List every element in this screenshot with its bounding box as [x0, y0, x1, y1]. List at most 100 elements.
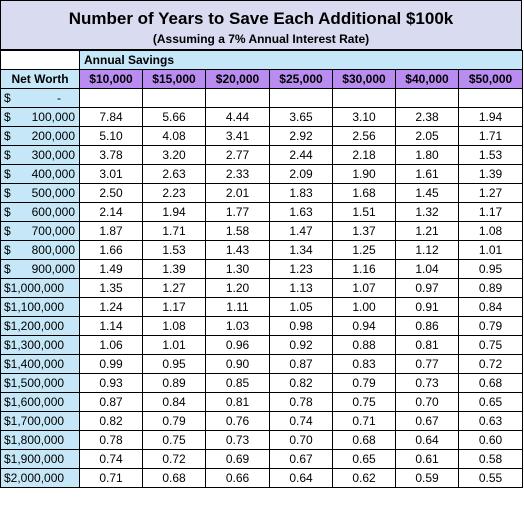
years-value-cell[interactable]: 3.41 [205, 126, 270, 146]
years-value-cell[interactable]: 2.01 [205, 183, 270, 203]
years-value-cell[interactable]: 1.00 [332, 297, 396, 317]
years-value-cell[interactable]: 5.66 [142, 107, 206, 127]
years-value-cell[interactable]: 1.17 [457, 202, 524, 222]
net-worth-cell[interactable]: $2,000,000 [0, 468, 80, 488]
years-value-cell[interactable]: 1.17 [142, 297, 206, 317]
years-value-cell[interactable]: 0.60 [457, 430, 524, 450]
years-value-cell[interactable]: 3.65 [269, 107, 333, 127]
years-value-cell[interactable]: 0.86 [395, 316, 459, 336]
years-value-cell[interactable]: 0.90 [205, 354, 270, 374]
years-value-cell[interactable]: 1.08 [457, 221, 524, 241]
savings-header-cell[interactable]: $20,000 [205, 69, 270, 89]
years-value-cell[interactable]: 1.68 [332, 183, 396, 203]
years-value-cell[interactable]: 0.83 [332, 354, 396, 374]
years-value-cell[interactable]: 0.79 [142, 411, 206, 431]
net-worth-cell[interactable]: $1,700,000 [0, 411, 80, 431]
years-value-cell[interactable]: 0.55 [457, 468, 524, 488]
years-value-cell[interactable]: 1.83 [269, 183, 333, 203]
years-value-cell[interactable]: 2.77 [205, 145, 270, 165]
net-worth-cell[interactable]: $1,200,000 [0, 316, 80, 336]
years-value-cell[interactable]: 2.56 [332, 126, 396, 146]
title-block[interactable]: Number of Years to Save Each Additional … [0, 0, 522, 50]
years-value-cell[interactable] [395, 88, 459, 108]
years-value-cell[interactable]: 2.23 [142, 183, 206, 203]
years-value-cell[interactable]: 0.98 [269, 316, 333, 336]
net-worth-cell[interactable]: $500,000 [0, 183, 80, 203]
years-value-cell[interactable]: 1.47 [269, 221, 333, 241]
net-worth-header[interactable]: Net Worth [0, 69, 80, 89]
years-value-cell[interactable]: 1.45 [395, 183, 459, 203]
net-worth-cell[interactable]: $300,000 [0, 145, 80, 165]
years-value-cell[interactable]: 1.71 [142, 221, 206, 241]
years-value-cell[interactable]: 1.37 [332, 221, 396, 241]
net-worth-cell[interactable]: $1,300,000 [0, 335, 80, 355]
years-value-cell[interactable]: 1.39 [457, 164, 524, 184]
net-worth-cell[interactable]: $1,600,000 [0, 392, 80, 412]
years-value-cell[interactable]: 0.96 [205, 335, 270, 355]
years-value-cell[interactable]: 1.66 [79, 240, 143, 260]
years-value-cell[interactable]: 0.62 [332, 468, 396, 488]
years-value-cell[interactable]: 0.81 [205, 392, 270, 412]
net-worth-cell[interactable]: $1,500,000 [0, 373, 80, 393]
years-value-cell[interactable]: 2.92 [269, 126, 333, 146]
net-worth-cell[interactable]: $600,000 [0, 202, 80, 222]
years-value-cell[interactable]: 1.03 [205, 316, 270, 336]
years-value-cell[interactable]: 1.11 [205, 297, 270, 317]
years-value-cell[interactable]: 0.75 [457, 335, 524, 355]
years-value-cell[interactable]: 2.63 [142, 164, 206, 184]
net-worth-cell[interactable]: $900,000 [0, 259, 80, 279]
years-value-cell[interactable]: 1.77 [205, 202, 270, 222]
net-worth-cell[interactable]: $1,800,000 [0, 430, 80, 450]
net-worth-cell[interactable]: $1,000,000 [0, 278, 80, 298]
years-value-cell[interactable]: 1.27 [142, 278, 206, 298]
net-worth-cell[interactable]: $700,000 [0, 221, 80, 241]
years-value-cell[interactable]: 1.43 [205, 240, 270, 260]
years-value-cell[interactable]: 0.85 [205, 373, 270, 393]
years-value-cell[interactable] [79, 88, 143, 108]
years-value-cell[interactable]: 0.75 [142, 430, 206, 450]
years-value-cell[interactable]: 1.08 [142, 316, 206, 336]
years-value-cell[interactable]: 0.73 [205, 430, 270, 450]
years-value-cell[interactable]: 0.71 [332, 411, 396, 431]
years-value-cell[interactable]: 3.10 [332, 107, 396, 127]
net-worth-cell[interactable]: $1,100,000 [0, 297, 80, 317]
years-value-cell[interactable]: 2.38 [395, 107, 459, 127]
annual-savings-label[interactable]: Annual Savings [78, 50, 524, 70]
years-value-cell[interactable]: 1.90 [332, 164, 396, 184]
years-value-cell[interactable]: 0.68 [142, 468, 206, 488]
savings-header-cell[interactable]: $30,000 [332, 69, 396, 89]
years-value-cell[interactable]: 2.50 [79, 183, 143, 203]
years-value-cell[interactable]: 2.05 [395, 126, 459, 146]
years-value-cell[interactable]: 4.08 [142, 126, 206, 146]
years-value-cell[interactable]: 1.05 [269, 297, 333, 317]
net-worth-cell[interactable]: $400,000 [0, 164, 80, 184]
years-value-cell[interactable]: 2.33 [205, 164, 270, 184]
years-value-cell[interactable]: 0.72 [142, 449, 206, 469]
years-value-cell[interactable]: 0.95 [457, 259, 524, 279]
years-value-cell[interactable]: 0.71 [79, 468, 143, 488]
years-value-cell[interactable]: 0.65 [457, 392, 524, 412]
years-value-cell[interactable]: 1.25 [332, 240, 396, 260]
years-value-cell[interactable]: 1.06 [79, 335, 143, 355]
years-value-cell[interactable]: 0.78 [79, 430, 143, 450]
years-value-cell[interactable]: 1.49 [79, 259, 143, 279]
blank-corner-cell[interactable] [0, 50, 80, 70]
years-value-cell[interactable]: 0.88 [332, 335, 396, 355]
years-value-cell[interactable] [332, 88, 396, 108]
net-worth-cell[interactable]: $1,900,000 [0, 449, 80, 469]
years-value-cell[interactable]: 1.24 [79, 297, 143, 317]
years-value-cell[interactable]: 1.61 [395, 164, 459, 184]
savings-header-cell[interactable]: $10,000 [79, 69, 143, 89]
years-value-cell[interactable]: 0.67 [395, 411, 459, 431]
years-value-cell[interactable]: 1.63 [269, 202, 333, 222]
savings-header-cell[interactable]: $15,000 [142, 69, 206, 89]
years-value-cell[interactable]: 1.32 [395, 202, 459, 222]
years-value-cell[interactable]: 0.82 [269, 373, 333, 393]
years-value-cell[interactable]: 0.74 [269, 411, 333, 431]
years-value-cell[interactable]: 0.75 [332, 392, 396, 412]
years-value-cell[interactable]: 7.84 [79, 107, 143, 127]
net-worth-cell[interactable]: $200,000 [0, 126, 80, 146]
years-value-cell[interactable]: 3.78 [79, 145, 143, 165]
net-worth-cell[interactable]: $100,000 [0, 107, 80, 127]
years-value-cell[interactable]: 0.70 [269, 430, 333, 450]
